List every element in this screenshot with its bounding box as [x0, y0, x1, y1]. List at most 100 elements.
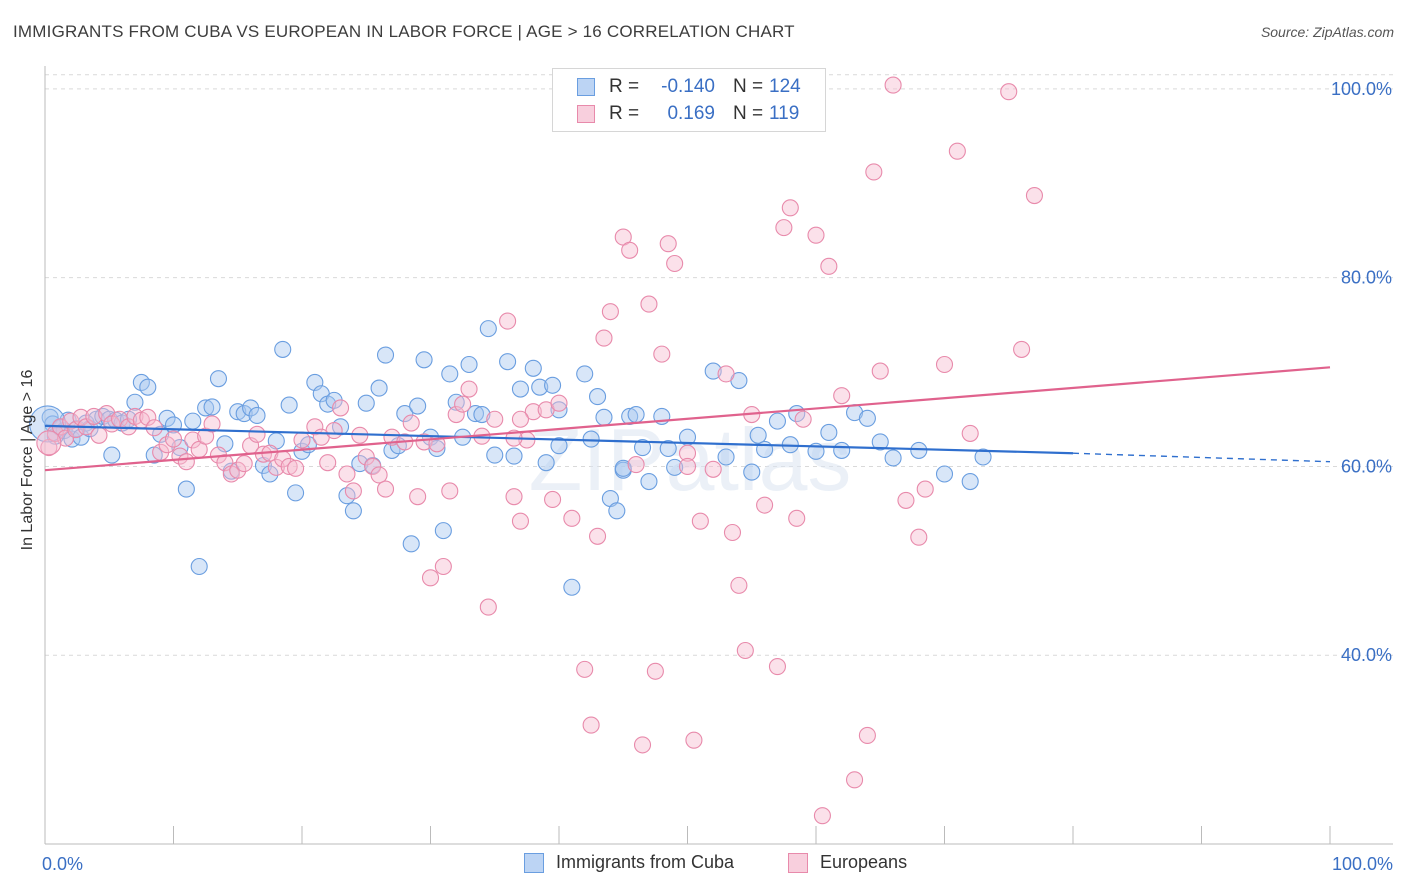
europe-point [248, 425, 266, 443]
cuba-point [434, 522, 452, 540]
europe-point [961, 424, 979, 442]
europe-point [730, 576, 748, 594]
europe-point [511, 512, 530, 530]
cuba-point [627, 405, 645, 424]
bottom-legend-label-cuba: Immigrants from Cuba [556, 852, 735, 872]
europe-point [370, 466, 388, 484]
europe-point [479, 598, 497, 616]
cuba-point [608, 502, 626, 520]
cuba-point [235, 405, 253, 423]
europe-point [621, 241, 639, 259]
cuba-point [768, 412, 787, 430]
europe-point [1000, 83, 1018, 101]
y-tick-label: 60.0% [1341, 456, 1392, 476]
europe-point [1013, 340, 1031, 358]
europe-point [524, 403, 542, 421]
europe-point [505, 488, 523, 506]
europe-point [544, 490, 562, 509]
europe-point [653, 345, 671, 363]
cuba-point [203, 398, 221, 416]
cuba-point [248, 406, 266, 425]
cuba-point [595, 408, 613, 426]
europe-point [434, 557, 452, 576]
cuba-point [537, 454, 555, 472]
bottom-legend-europe[interactable]: Europeans [788, 852, 907, 873]
cuba-point [531, 378, 549, 396]
cuba-point [370, 379, 388, 397]
cuba-point [871, 433, 889, 451]
trendline-europe [44, 366, 1331, 472]
legend-row-europe: R = 0.169 N = 119 [577, 102, 799, 126]
cuba-point [974, 448, 992, 466]
europe-point [646, 662, 664, 680]
cuba-point [499, 353, 517, 371]
europe-point [486, 410, 504, 428]
x-tick-label-max: 100.0% [1332, 854, 1393, 874]
europe-point [40, 439, 58, 457]
cuba-point [743, 463, 761, 481]
cuba-point [209, 370, 228, 388]
legend-swatch-cuba [577, 78, 595, 96]
europe-point [139, 408, 157, 426]
bottom-legend-cuba[interactable]: Immigrants from Cuba [524, 852, 734, 873]
europe-point [756, 496, 774, 514]
legend-r-value: 0.169 [667, 103, 715, 124]
europe-point [640, 295, 658, 313]
europe-point [691, 512, 709, 530]
europe-point [306, 418, 324, 436]
cuba-point [659, 439, 677, 458]
europe-point [871, 362, 889, 380]
cuba-point [550, 437, 568, 455]
y-axis-label: In Labor Force | Age > 16 [19, 369, 36, 551]
europe-point [775, 219, 793, 237]
europe-point [633, 736, 652, 754]
europe-point [736, 641, 754, 660]
europe-point [280, 457, 298, 475]
europe-point [421, 569, 440, 587]
cuba-point [139, 378, 157, 396]
cuba-point [280, 396, 298, 414]
cuba-point [633, 439, 652, 457]
europe-point [550, 394, 568, 412]
cuba-point [357, 394, 375, 412]
cuba-point [910, 441, 928, 459]
x-tick-label-min: 0.0% [42, 854, 83, 874]
cuba-point [704, 362, 722, 380]
cuba-point [961, 472, 979, 491]
cuba-point [396, 405, 414, 423]
cuba-point [511, 380, 530, 398]
europe-point [659, 235, 677, 253]
series-europe-points [36, 76, 1043, 825]
cuba-point [152, 425, 170, 443]
europe-point [72, 408, 90, 426]
europe-point [595, 329, 613, 347]
europe-point [858, 726, 876, 745]
bottom-legend: Immigrants from Cuba Europeans [0, 852, 1406, 878]
europe-point [85, 407, 103, 425]
europe-point [723, 523, 742, 542]
cuba-point [550, 401, 568, 419]
europe-point [338, 465, 356, 483]
europe-point [884, 76, 902, 94]
europe-point [601, 303, 619, 321]
bottom-legend-swatch-cuba [524, 852, 544, 873]
europe-point [685, 731, 703, 749]
europe-point [948, 142, 966, 160]
y-tick-label: 40.0% [1341, 645, 1392, 665]
cuba-point [190, 557, 208, 576]
chart-title: IMMIGRANTS FROM CUBA VS EUROPEAN IN LABO… [13, 22, 795, 41]
y-tick-label: 100.0% [1331, 79, 1392, 99]
source-label: Source: ZipAtlas.com [1260, 24, 1394, 40]
europe-point [344, 482, 362, 500]
europe-point [588, 527, 607, 545]
cuba-point [447, 393, 465, 411]
cuba-point [479, 320, 497, 338]
europe-point [666, 254, 684, 273]
trendlines [44, 366, 1331, 472]
cuba-point [588, 388, 607, 406]
cuba-point [749, 426, 767, 444]
trendline-cuba [44, 424, 1074, 455]
europe-point [62, 412, 80, 430]
europe-point [90, 426, 108, 444]
